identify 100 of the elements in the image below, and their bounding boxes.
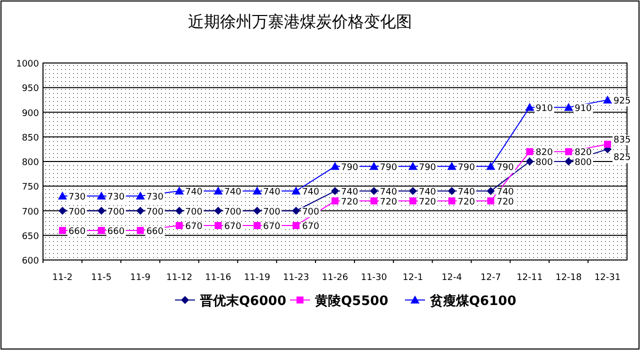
data-label: 660	[107, 226, 125, 237]
point	[292, 222, 300, 230]
point	[292, 186, 301, 195]
point	[526, 158, 534, 166]
point	[486, 187, 495, 196]
data-label: 700	[302, 207, 320, 218]
point	[409, 197, 416, 204]
data-label: 670	[302, 222, 320, 232]
y-tick-label: 650	[22, 232, 40, 242]
x-tick-label: 12-7	[480, 273, 501, 283]
point	[604, 140, 612, 148]
point	[214, 222, 222, 230]
data-label: 740	[341, 188, 358, 198]
data-label: 720	[418, 197, 436, 208]
data-label: 720	[458, 197, 476, 208]
data-label: 825	[614, 153, 631, 164]
point	[214, 206, 222, 215]
point	[58, 206, 66, 215]
x-tick-label: 11-19	[244, 273, 270, 283]
point	[58, 191, 67, 200]
data-label: 790	[380, 162, 398, 173]
data-label: 720	[380, 197, 398, 208]
x-tick-label: 11-2	[52, 273, 73, 283]
data-label: 670	[263, 222, 281, 232]
data-label: 730	[146, 192, 164, 202]
legend-label: 晋优末Q6000	[199, 294, 286, 309]
legend-label: 贫瘦煤Q6100	[429, 293, 516, 309]
point	[486, 162, 496, 170]
data-label: 800	[536, 158, 554, 168]
point	[369, 162, 378, 170]
x-tick-label: 11-30	[360, 273, 388, 283]
x-tick-label: 11-16	[205, 273, 232, 283]
x-tick-label: 11-23	[282, 273, 310, 283]
chart-title: 近期徐州万寨港煤炭价格变化图	[188, 12, 412, 31]
point	[253, 206, 262, 215]
data-label: 700	[263, 207, 281, 218]
point	[370, 197, 378, 204]
y-tick-label: 800	[22, 158, 40, 168]
data-label: 910	[536, 104, 554, 114]
data-label: 670	[224, 222, 242, 232]
point	[252, 186, 262, 195]
point	[448, 187, 456, 196]
data-label: 660	[146, 226, 164, 237]
y-tick-label: 850	[22, 133, 40, 144]
point	[331, 187, 339, 196]
data-label: 720	[341, 197, 358, 208]
data-label: 740	[496, 188, 514, 198]
data-label: 740	[458, 188, 476, 198]
x-tick-label: 12-18	[556, 273, 582, 283]
point	[408, 187, 417, 196]
data-label: 700	[185, 207, 203, 218]
data-label: 800	[574, 158, 592, 168]
x-tick-label: 12-31	[594, 273, 621, 283]
point	[96, 191, 106, 200]
y-tick-label: 950	[22, 84, 40, 94]
point	[487, 197, 494, 204]
point	[525, 102, 534, 111]
point	[136, 191, 145, 200]
data-label: 740	[302, 188, 320, 198]
data-label: 835	[614, 135, 631, 146]
data-label: 740	[185, 188, 203, 198]
point	[97, 206, 106, 215]
point	[603, 95, 612, 104]
y-tick-label: 600	[22, 256, 40, 266]
data-label: 740	[380, 188, 398, 198]
point	[332, 197, 338, 204]
point	[175, 206, 184, 215]
data-label: 730	[107, 192, 125, 202]
point	[176, 222, 183, 230]
point	[408, 162, 418, 170]
data-label: 910	[574, 104, 592, 114]
x-tick-label: 11-26	[322, 273, 348, 283]
point	[292, 206, 300, 215]
data-label: 820	[536, 148, 554, 158]
point	[98, 226, 105, 234]
x-tick-label: 12-1	[402, 273, 424, 283]
legend-label: 黄陵Q5500	[314, 294, 388, 309]
point	[564, 102, 574, 111]
data-label: 730	[68, 192, 86, 202]
point	[174, 186, 184, 195]
data-label: 700	[224, 207, 242, 218]
data-label: 700	[146, 207, 164, 218]
data-label: 790	[458, 162, 476, 173]
point	[565, 148, 572, 156]
y-tick-label: 1000	[16, 60, 40, 70]
data-label: 700	[107, 207, 125, 218]
data-label: 790	[418, 162, 436, 173]
data-label: 820	[574, 148, 592, 158]
y-tick-label: 750	[22, 182, 40, 193]
point	[136, 226, 144, 234]
data-label: 700	[68, 207, 86, 218]
point	[330, 162, 340, 170]
data-label: 925	[614, 96, 631, 106]
data-label: 790	[341, 162, 358, 173]
y-tick-label: 700	[22, 207, 40, 218]
point	[58, 226, 66, 234]
point	[448, 197, 456, 204]
point	[526, 148, 534, 156]
point	[370, 187, 378, 196]
data-label: 720	[496, 197, 514, 208]
